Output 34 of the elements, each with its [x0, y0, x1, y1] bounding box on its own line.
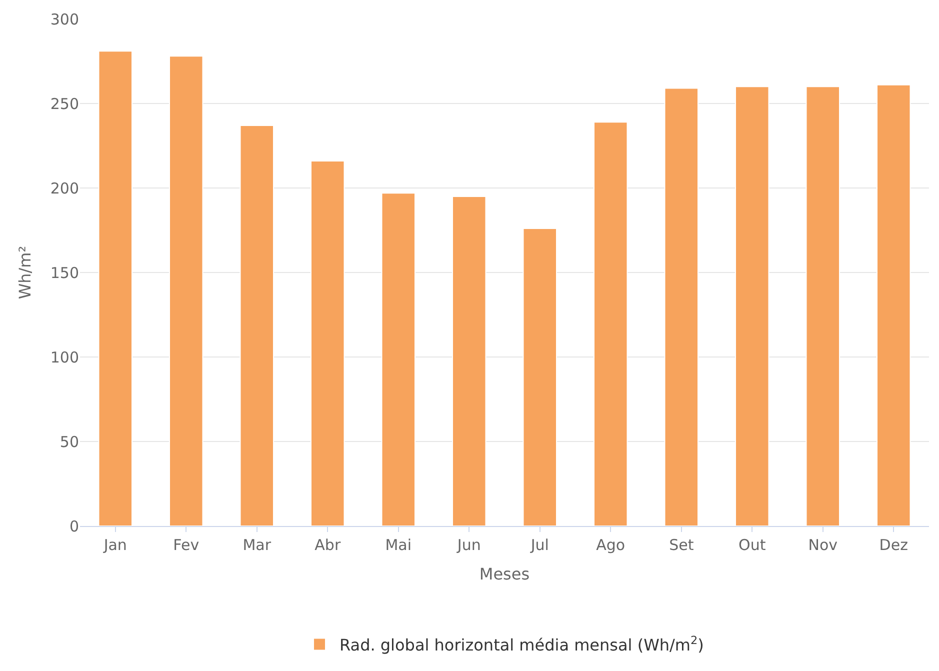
x-tick-label: Nov: [808, 536, 838, 554]
y-tick-label: 50: [60, 432, 79, 451]
x-axis-title: Meses: [479, 564, 530, 584]
bar: [806, 86, 840, 526]
bar: [310, 160, 345, 526]
x-tick-label: Dez: [879, 536, 908, 554]
x-tick-label: Jan: [102, 536, 127, 554]
x-tick-label: Jun: [456, 536, 481, 554]
y-tick-label: 0: [69, 517, 79, 536]
bar: [522, 228, 557, 526]
y-tick-label: 150: [50, 264, 79, 282]
x-tick-label: Abr: [314, 536, 342, 554]
bar: [735, 86, 770, 526]
y-axis-title: Wh/m²: [15, 246, 34, 300]
x-tick-label: Mai: [385, 536, 412, 554]
bar: [594, 122, 628, 526]
x-tick-label: Ago: [596, 536, 626, 554]
bar: [664, 88, 698, 526]
y-tick-label: 300: [50, 10, 79, 28]
bar: [98, 50, 132, 526]
bar: [876, 84, 911, 526]
y-tick-label: 200: [50, 179, 79, 198]
bar: [381, 192, 416, 526]
x-tick-label: Out: [738, 536, 766, 554]
y-tick-label: 100: [50, 348, 79, 366]
x-tick-label: Jul: [530, 536, 549, 554]
bar: [169, 56, 204, 526]
x-tick-label: Mar: [242, 536, 272, 554]
x-tick-label: Set: [669, 536, 694, 554]
x-tick-label: Fev: [173, 536, 200, 554]
bar: [240, 124, 274, 526]
y-tick-label: 250: [50, 94, 79, 113]
bar: [452, 196, 486, 526]
legend-label: Rad. global horizontal média mensal (Wh/m$^{2}$): [340, 634, 704, 655]
